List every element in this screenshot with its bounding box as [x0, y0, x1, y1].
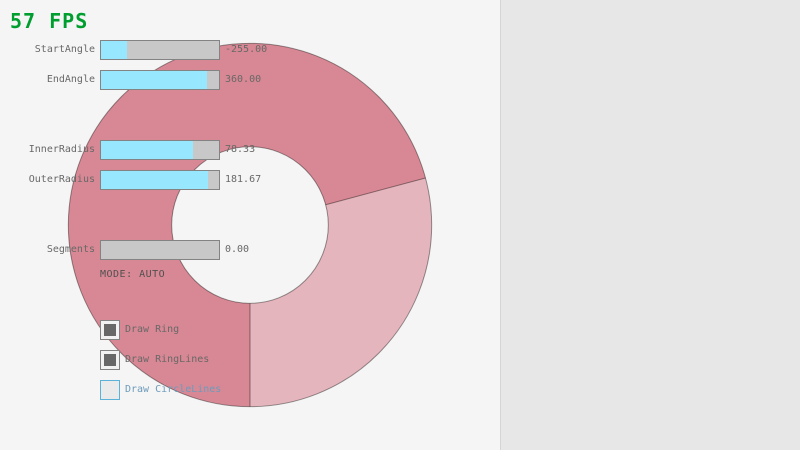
slider-bar-endangle[interactable] — [100, 70, 220, 90]
mode-label: MODE: AUTO — [100, 269, 166, 280]
slider-row-segments: Segments 0.00 — [0, 240, 300, 260]
slider-label-segments: Segments — [46, 244, 95, 255]
slider-row-startangle: StartAngle -255.00 — [0, 40, 300, 60]
slider-row-outerradius: OuterRadius 181.67 — [0, 170, 300, 190]
checkbox-check-indicator — [104, 354, 116, 366]
checkbox-label-draw-circlelines: Draw CircleLines — [125, 384, 222, 395]
controls-panel — [500, 0, 800, 450]
checkbox-box-draw-circlelines[interactable] — [100, 380, 120, 400]
slider-value-startangle: -255.00 — [225, 44, 268, 55]
slider-label-outerradius: OuterRadius — [28, 174, 95, 185]
slider-row-endangle: EndAngle 360.00 — [0, 70, 300, 90]
checkbox-label-draw-ring: Draw Ring — [125, 324, 180, 335]
slider-label-startangle: StartAngle — [34, 44, 95, 55]
checkbox-draw-circlelines[interactable]: Draw CircleLines — [0, 380, 300, 400]
slider-fill-endangle — [101, 71, 208, 89]
slider-bar-outerradius[interactable] — [100, 170, 220, 190]
checkbox-label-draw-ringlines: Draw RingLines — [125, 354, 210, 365]
slider-value-outerradius: 181.67 — [225, 174, 262, 185]
checkbox-draw-ringlines[interactable]: Draw RingLines — [0, 350, 300, 370]
checkbox-box-draw-ring[interactable] — [100, 320, 120, 340]
checkbox-check-indicator — [104, 324, 116, 336]
slider-bar-innerradius[interactable] — [100, 140, 220, 160]
slider-fill-outerradius — [101, 171, 209, 189]
slider-value-segments: 0.00 — [225, 244, 250, 255]
panel-divider — [500, 0, 501, 450]
slider-bar-startangle[interactable] — [100, 40, 220, 60]
slider-value-endangle: 360.00 — [225, 74, 262, 85]
slider-label-endangle: EndAngle — [46, 74, 95, 85]
slider-fill-startangle — [101, 41, 127, 59]
checkbox-draw-ring[interactable]: Draw Ring — [0, 320, 300, 340]
slider-label-innerradius: InnerRadius — [28, 144, 95, 155]
slider-value-innerradius: 78.33 — [225, 144, 256, 155]
slider-row-innerradius: InnerRadius 78.33 — [0, 140, 300, 160]
slider-bar-segments[interactable] — [100, 240, 220, 260]
checkbox-box-draw-ringlines[interactable] — [100, 350, 120, 370]
slider-fill-innerradius — [101, 141, 194, 159]
fps-counter: 57 FPS — [10, 9, 89, 33]
